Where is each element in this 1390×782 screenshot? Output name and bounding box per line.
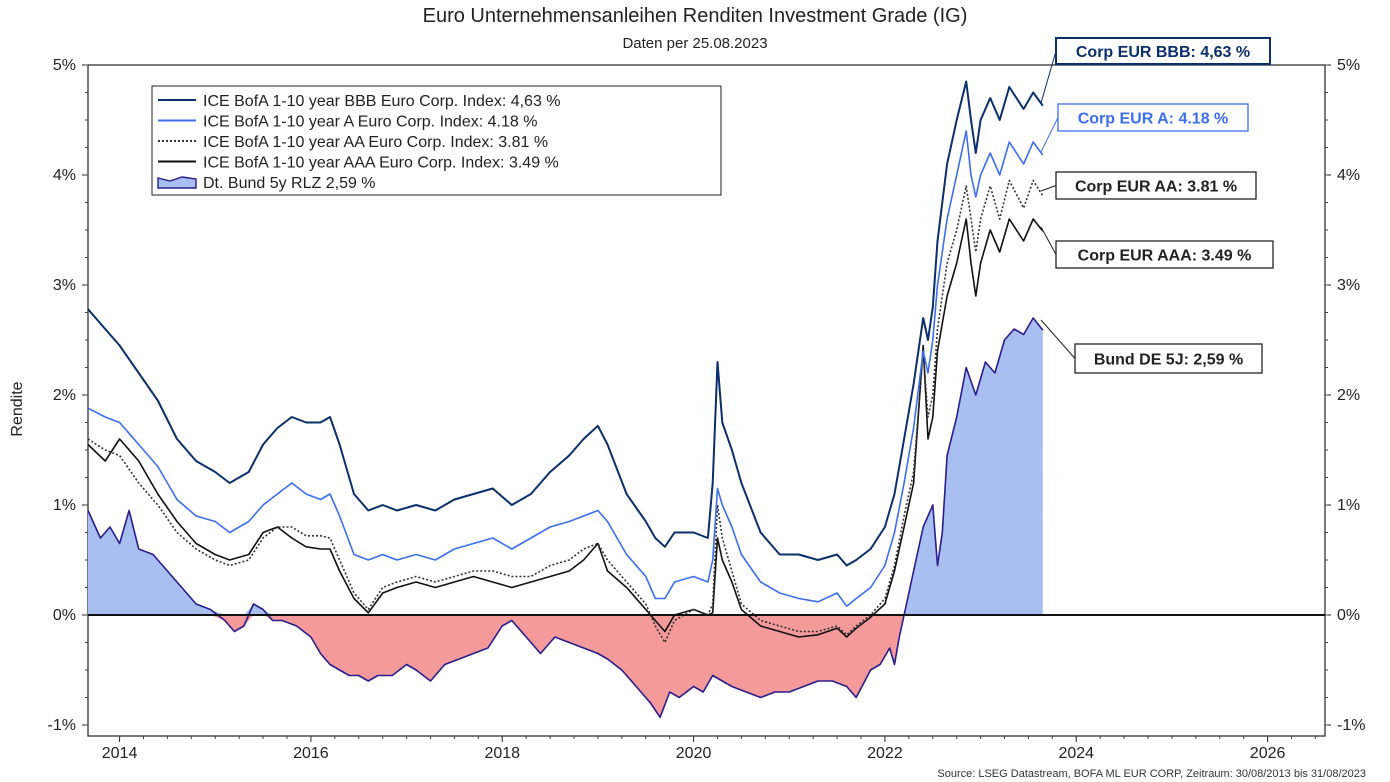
- y-tick-label-right: 0%: [1337, 607, 1360, 624]
- legend-label-bbb: ICE BofA 1-10 year BBB Euro Corp. Index:…: [203, 93, 561, 110]
- series-line-aaa: [87, 218, 1044, 638]
- callout-box: [1055, 171, 1257, 200]
- legend-label-aaa: ICE BofA 1-10 year AAA Euro Corp. Index:…: [203, 155, 559, 172]
- callout-box: [1074, 343, 1263, 374]
- y-tick-label-left: -1%: [48, 717, 76, 734]
- y-tick-label-left: 1%: [53, 497, 76, 514]
- callout-label: Corp EUR BBB: 4,63 %: [1076, 44, 1250, 61]
- x-tick-label: 2022: [867, 745, 903, 762]
- y-tick-label-left: 5%: [53, 57, 76, 74]
- callout-box: [1055, 240, 1274, 269]
- x-tick-label: 2020: [676, 745, 712, 762]
- y-tick-label-left: 4%: [53, 167, 76, 184]
- legend-swatch-bund: [157, 176, 197, 189]
- legend-box: [151, 85, 722, 196]
- y-tick-label-left: 2%: [53, 387, 76, 404]
- legend: ICE BofA 1-10 year BBB Euro Corp. Index:…: [151, 85, 722, 196]
- x-tick-label: 2026: [1250, 745, 1286, 762]
- callout-leader: [1040, 185, 1057, 192]
- y-tick-label-left: 0%: [53, 607, 76, 624]
- callout-label: Corp EUR AA: 3.81 %: [1075, 179, 1237, 196]
- legend-label-bund: Dt. Bund 5y RLZ 2,59 %: [203, 175, 376, 192]
- x-tick-label: 2016: [293, 745, 329, 762]
- y-tick-label-right: 3%: [1337, 277, 1360, 294]
- callout-a: Corp EUR A: 4.18 %: [1040, 103, 1249, 153]
- callout-aaa: Corp EUR AAA: 3.49 %: [1040, 226, 1274, 269]
- callout-label: Bund DE 5J: 2,59 %: [1094, 352, 1243, 369]
- callout-label: Corp EUR AAA: 3.49 %: [1078, 248, 1252, 265]
- callout-leader: [1040, 319, 1076, 359]
- chart-title: Euro Unternehmensanleihen Renditen Inves…: [422, 5, 968, 27]
- y-tick-label-right: 5%: [1337, 57, 1360, 74]
- series-line-bbb: [87, 80, 1044, 567]
- callout-label: Corp EUR A: 4.18 %: [1078, 111, 1229, 128]
- callout-leader: [1040, 117, 1059, 153]
- x-tick-label: 2014: [102, 745, 138, 762]
- bund-positive-area: [88, 318, 1043, 615]
- x-tick-label: 2024: [1058, 745, 1094, 762]
- series-line-a: [87, 130, 1044, 607]
- chart-subtitle: Daten per 25.08.2023: [622, 35, 768, 52]
- y-tick-label-left: 3%: [53, 277, 76, 294]
- y-tick-label-right: -1%: [1337, 717, 1365, 734]
- y-tick-label-right: 1%: [1337, 497, 1360, 514]
- series-line-bund: [87, 317, 1044, 719]
- callout-bund: Bund DE 5J: 2,59 %: [1040, 319, 1263, 374]
- callout-leader: [1040, 50, 1057, 104]
- callout-aa: Corp EUR AA: 3.81 %: [1040, 171, 1257, 200]
- legend-label-aa: ICE BofA 1-10 year AA Euro Corp. Index: …: [203, 134, 548, 151]
- callout-box: [1055, 37, 1271, 65]
- x-tick-label: 2018: [484, 745, 520, 762]
- legend-label-a: ICE BofA 1-10 year A Euro Corp. Index: 4…: [203, 114, 537, 131]
- y-tick-label-right: 2%: [1337, 387, 1360, 404]
- callout-leader: [1040, 226, 1057, 255]
- y-tick-label-right: 4%: [1337, 167, 1360, 184]
- callout-bbb: Corp EUR BBB: 4,63 %: [1040, 37, 1271, 104]
- callout-box: [1057, 103, 1249, 132]
- bund-negative-area: [88, 615, 1043, 718]
- source-note: Source: LSEG Datastream, BOFA ML EUR COR…: [937, 768, 1366, 780]
- series-line-aa: [87, 179, 1044, 644]
